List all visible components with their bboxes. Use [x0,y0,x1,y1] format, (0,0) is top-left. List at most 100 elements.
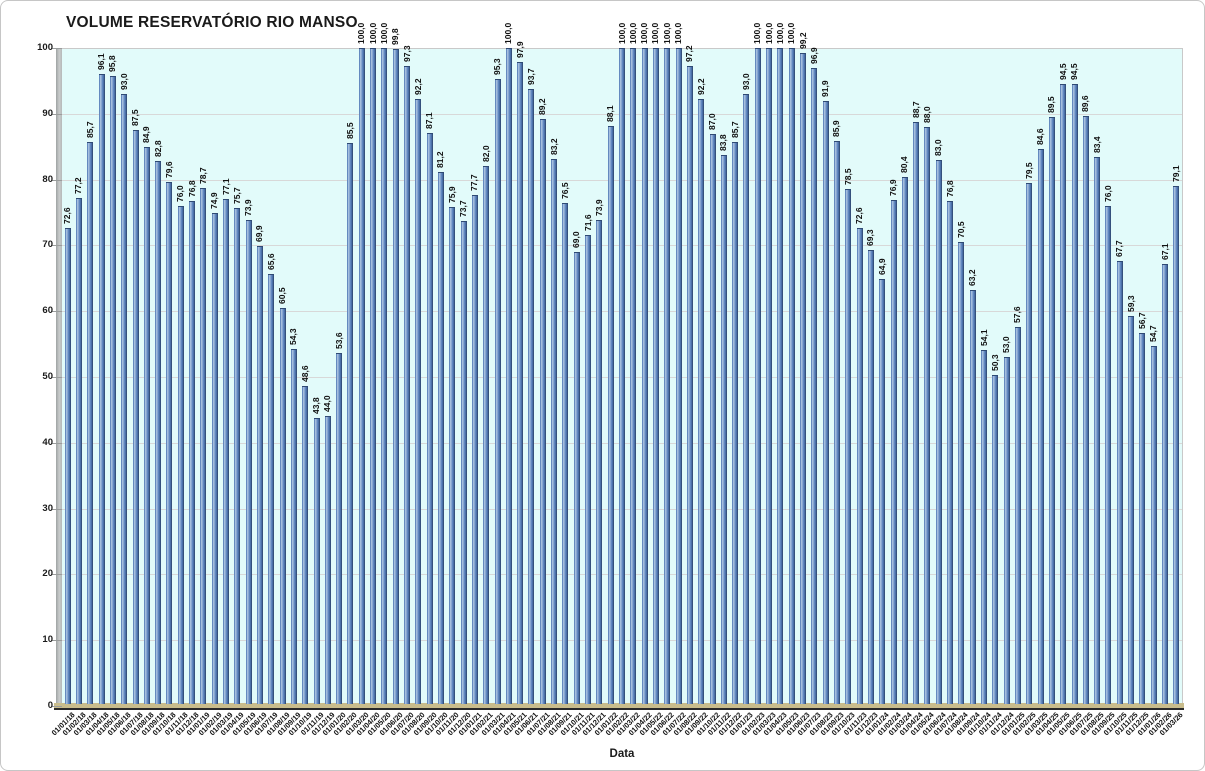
bar-value-label: 67,7 [1114,239,1125,257]
bar-value-label: 92,2 [695,78,706,96]
bar [573,251,580,704]
bar-value-label: 72,6 [854,207,865,225]
bar-value-label: 78,5 [842,168,853,186]
bar-value-label: 96,1 [96,53,107,70]
bar-value-label: 73,9 [593,199,604,216]
bar-value-label: 76,5 [559,182,570,199]
bar [381,48,388,704]
y-tick-label: 60 [42,305,53,317]
bar-value-label: 82,8 [152,140,163,158]
bar-value-label: 93,0 [118,73,129,91]
bar [743,94,750,704]
bar [370,48,377,704]
bar [256,246,263,704]
bar-value-label: 85,7 [84,121,95,139]
bar [211,213,218,704]
bar-value-label: 79,1 [1170,164,1181,182]
bar-value-label: 84,9 [141,126,152,144]
bar-value-label: 100,0 [673,22,684,44]
bar-value-label: 100,0 [752,22,763,44]
bar [245,219,252,704]
bar [121,94,128,704]
bar-value-label: 97,9 [514,41,525,58]
bar-value-label: 83,2 [548,137,559,155]
bar [460,221,467,704]
y-tick-label: 80 [42,173,53,185]
bar-value-label: 73,7 [458,200,469,218]
bar [528,89,535,704]
bar [517,61,524,704]
bar [336,353,343,704]
bar [664,48,671,704]
bar [437,171,444,704]
bar-value-label: 99,2 [797,32,808,50]
bar-value-label: 63,2 [967,269,978,287]
bar-value-label: 96,9 [808,47,819,65]
bar [109,75,116,704]
bar [596,219,603,704]
y-tick-label: 70 [42,239,53,251]
x-axis-title: Data [609,748,635,760]
bar-value-label: 76,0 [175,185,186,202]
bar-value-label: 54,7 [1148,325,1159,343]
bar [494,78,501,704]
bar-value-label: 81,2 [435,151,446,168]
bar [279,307,286,704]
bar [652,48,659,704]
bar-value-label: 95,3 [492,58,503,75]
bar-value-label: 57,6 [1012,306,1023,323]
bar [1139,332,1146,704]
bar-value-label: 100,0 [639,22,650,44]
bar-value-label: 82,0 [480,145,491,163]
bar [132,130,139,704]
bar [166,182,173,704]
bar-value-label: 85,5 [344,122,355,140]
bar [845,189,852,704]
bar-value-label: 85,9 [831,120,842,137]
bar [200,188,207,704]
bar-value-label: 100,0 [661,22,672,44]
bar-value-label: 88,0 [921,106,932,123]
bar [290,348,297,704]
bar-value-label: 71,6 [582,214,593,231]
bar [1150,346,1157,704]
bar-value-label: 60,5 [277,287,288,304]
bar [788,48,795,704]
y-tick-label: 40 [42,436,53,448]
bar [1105,205,1112,704]
bar [981,350,988,704]
bar [766,48,773,704]
bar-value-label: 87,0 [707,112,717,130]
chart-title: VOLUME RESERVATÓRIO RIO MANSO [66,14,358,31]
bar [924,126,931,704]
bar [1048,117,1055,704]
bar [1116,260,1123,704]
plot-side-wall [56,48,62,703]
bar-value-label: 54,1 [978,329,989,347]
bar [732,142,739,704]
bar [992,375,999,704]
bar-value-label: 100,0 [356,22,367,44]
bar [1071,84,1078,704]
bar [324,416,331,704]
bar-value-label: 79,6 [163,161,174,179]
bar-value-label: 69,0 [571,231,582,248]
bar [87,142,94,704]
bar-value-label: 83,8 [718,134,729,151]
bar [958,242,965,704]
bar-value-label: 70,5 [955,221,966,239]
bar [177,205,184,704]
y-tick-mark [51,442,62,444]
y-tick-mark [51,508,62,510]
bar [143,147,150,704]
bar-value-label: 100,0 [367,22,378,44]
bar-value-label: 48,6 [299,365,310,383]
bar [856,228,863,704]
bar-value-label: 76,8 [944,180,955,197]
bar [890,199,897,704]
bar [98,73,105,704]
y-tick-mark [51,377,62,378]
bar-value-label: 91,9 [820,80,831,98]
bar-value-label: 92,2 [412,78,423,96]
bar [1173,185,1180,704]
